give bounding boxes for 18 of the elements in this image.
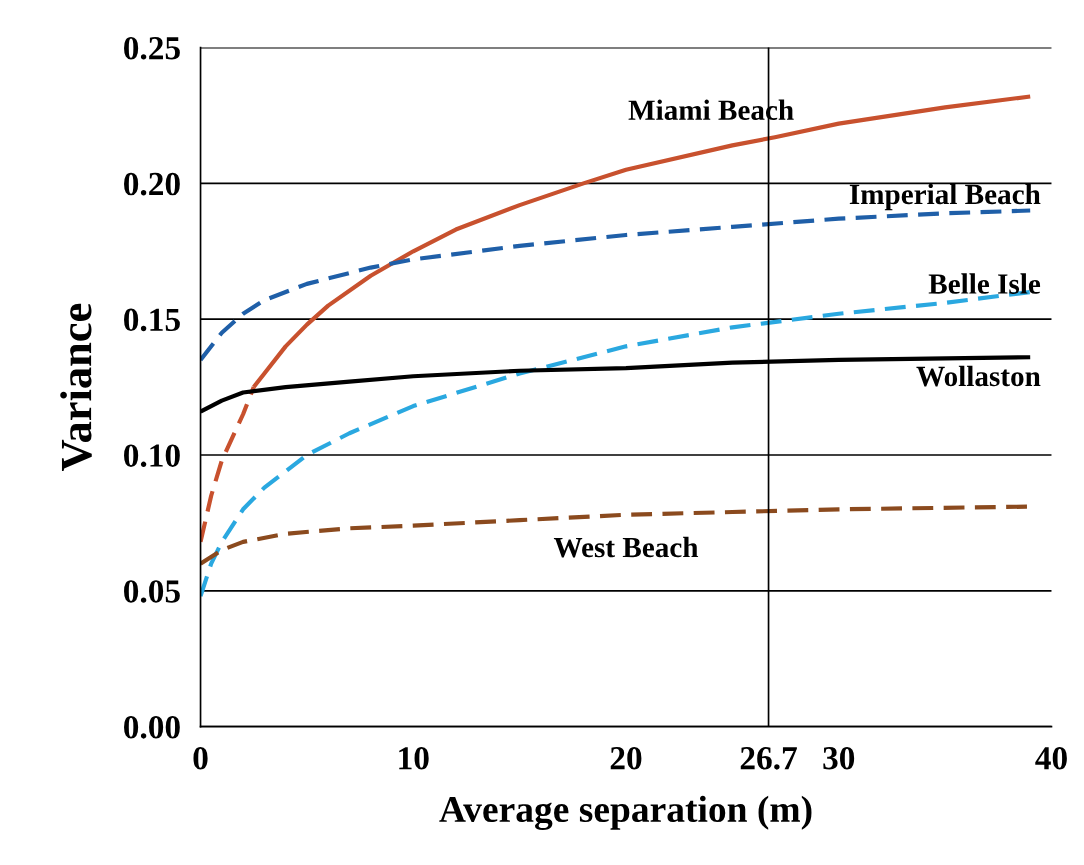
y-tick-label: 0.00 — [124, 716, 180, 739]
x-axis-title: Average separation (m) — [439, 795, 812, 831]
y-tick-label: 0.25 — [124, 36, 180, 60]
y-axis-title: Variance — [60, 303, 92, 471]
y-tick-label: 0.15 — [124, 308, 180, 332]
y-tick-label: 0.05 — [124, 580, 180, 603]
series-label: Belle Isle — [928, 273, 1041, 294]
x-tick-label: 26.7 — [740, 747, 797, 770]
series-label: Imperial Beach — [849, 183, 1041, 211]
series-label: West Beach — [553, 536, 699, 558]
x-tick-label: 0 — [193, 747, 208, 770]
x-tick-label: 30 — [823, 747, 855, 770]
x-tick-label: 10 — [399, 747, 429, 770]
x-tick-label: 40 — [1035, 747, 1067, 770]
x-tick-label: 20 — [610, 747, 642, 770]
y-tick-label: 0.20 — [124, 172, 180, 196]
y-tick-label: 0.10 — [124, 444, 180, 468]
series-label: Wollaston — [916, 365, 1041, 387]
